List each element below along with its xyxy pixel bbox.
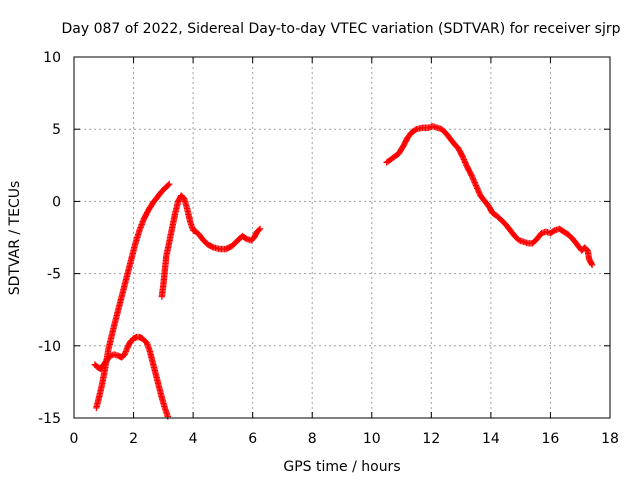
x-tick-label: 12 bbox=[422, 431, 440, 447]
data-point bbox=[164, 413, 171, 420]
series-arc-1 bbox=[93, 180, 173, 412]
data-point bbox=[462, 160, 469, 168]
data-point bbox=[475, 188, 482, 195]
data-point bbox=[255, 226, 263, 233]
data-point bbox=[588, 261, 596, 269]
y-axis-label: SDTVAR / TECUs bbox=[7, 181, 23, 296]
data-point bbox=[475, 189, 483, 196]
data-point bbox=[165, 181, 172, 189]
y-tick-label: -5 bbox=[47, 267, 61, 283]
series-arc-4 bbox=[383, 123, 596, 269]
axis-ticks: 0 2 4 6 8 10 12 14 16 18 -15 -10 -5 0 5 10 bbox=[38, 50, 619, 447]
data-point bbox=[468, 173, 476, 181]
data-point bbox=[459, 153, 466, 160]
data-point bbox=[166, 180, 173, 188]
y-tick-label: 0 bbox=[52, 194, 61, 210]
data-point bbox=[460, 154, 467, 162]
x-axis-label: GPS time / hours bbox=[283, 459, 400, 475]
data-point bbox=[460, 156, 468, 163]
y-tick-label: 5 bbox=[52, 122, 61, 138]
data-marks bbox=[91, 123, 596, 420]
data-point bbox=[470, 177, 478, 185]
x-tick-label: 0 bbox=[70, 431, 79, 447]
data-point bbox=[474, 186, 482, 194]
x-tick-label: 14 bbox=[482, 431, 500, 447]
data-point bbox=[461, 157, 468, 165]
data-point bbox=[474, 185, 481, 192]
x-tick-label: 6 bbox=[248, 431, 257, 447]
plot-frame bbox=[73, 56, 611, 419]
x-tick-label: 4 bbox=[189, 431, 198, 447]
data-point bbox=[472, 180, 479, 188]
x-tick-label: 8 bbox=[308, 431, 317, 447]
series-arc-2 bbox=[91, 333, 171, 420]
y-tick-label: -15 bbox=[38, 411, 61, 427]
data-point bbox=[471, 179, 478, 186]
data-point bbox=[472, 182, 480, 189]
x-tick-label: 10 bbox=[363, 431, 381, 447]
x-tick-label: 16 bbox=[542, 431, 560, 447]
chart-title: Day 087 of 2022, Sidereal Day-to-day VTE… bbox=[61, 21, 620, 37]
data-point bbox=[461, 159, 469, 166]
series-arc-3 bbox=[158, 192, 264, 300]
data-point bbox=[473, 183, 480, 191]
data-point bbox=[469, 175, 477, 182]
data-point bbox=[468, 172, 475, 179]
gridlines bbox=[74, 57, 610, 418]
x-tick-label: 2 bbox=[129, 431, 138, 447]
y-tick-label: -10 bbox=[38, 339, 61, 355]
data-point bbox=[470, 176, 477, 183]
data-point bbox=[256, 225, 264, 233]
x-tick-label: 18 bbox=[601, 431, 619, 447]
y-tick-label: 10 bbox=[43, 50, 61, 66]
